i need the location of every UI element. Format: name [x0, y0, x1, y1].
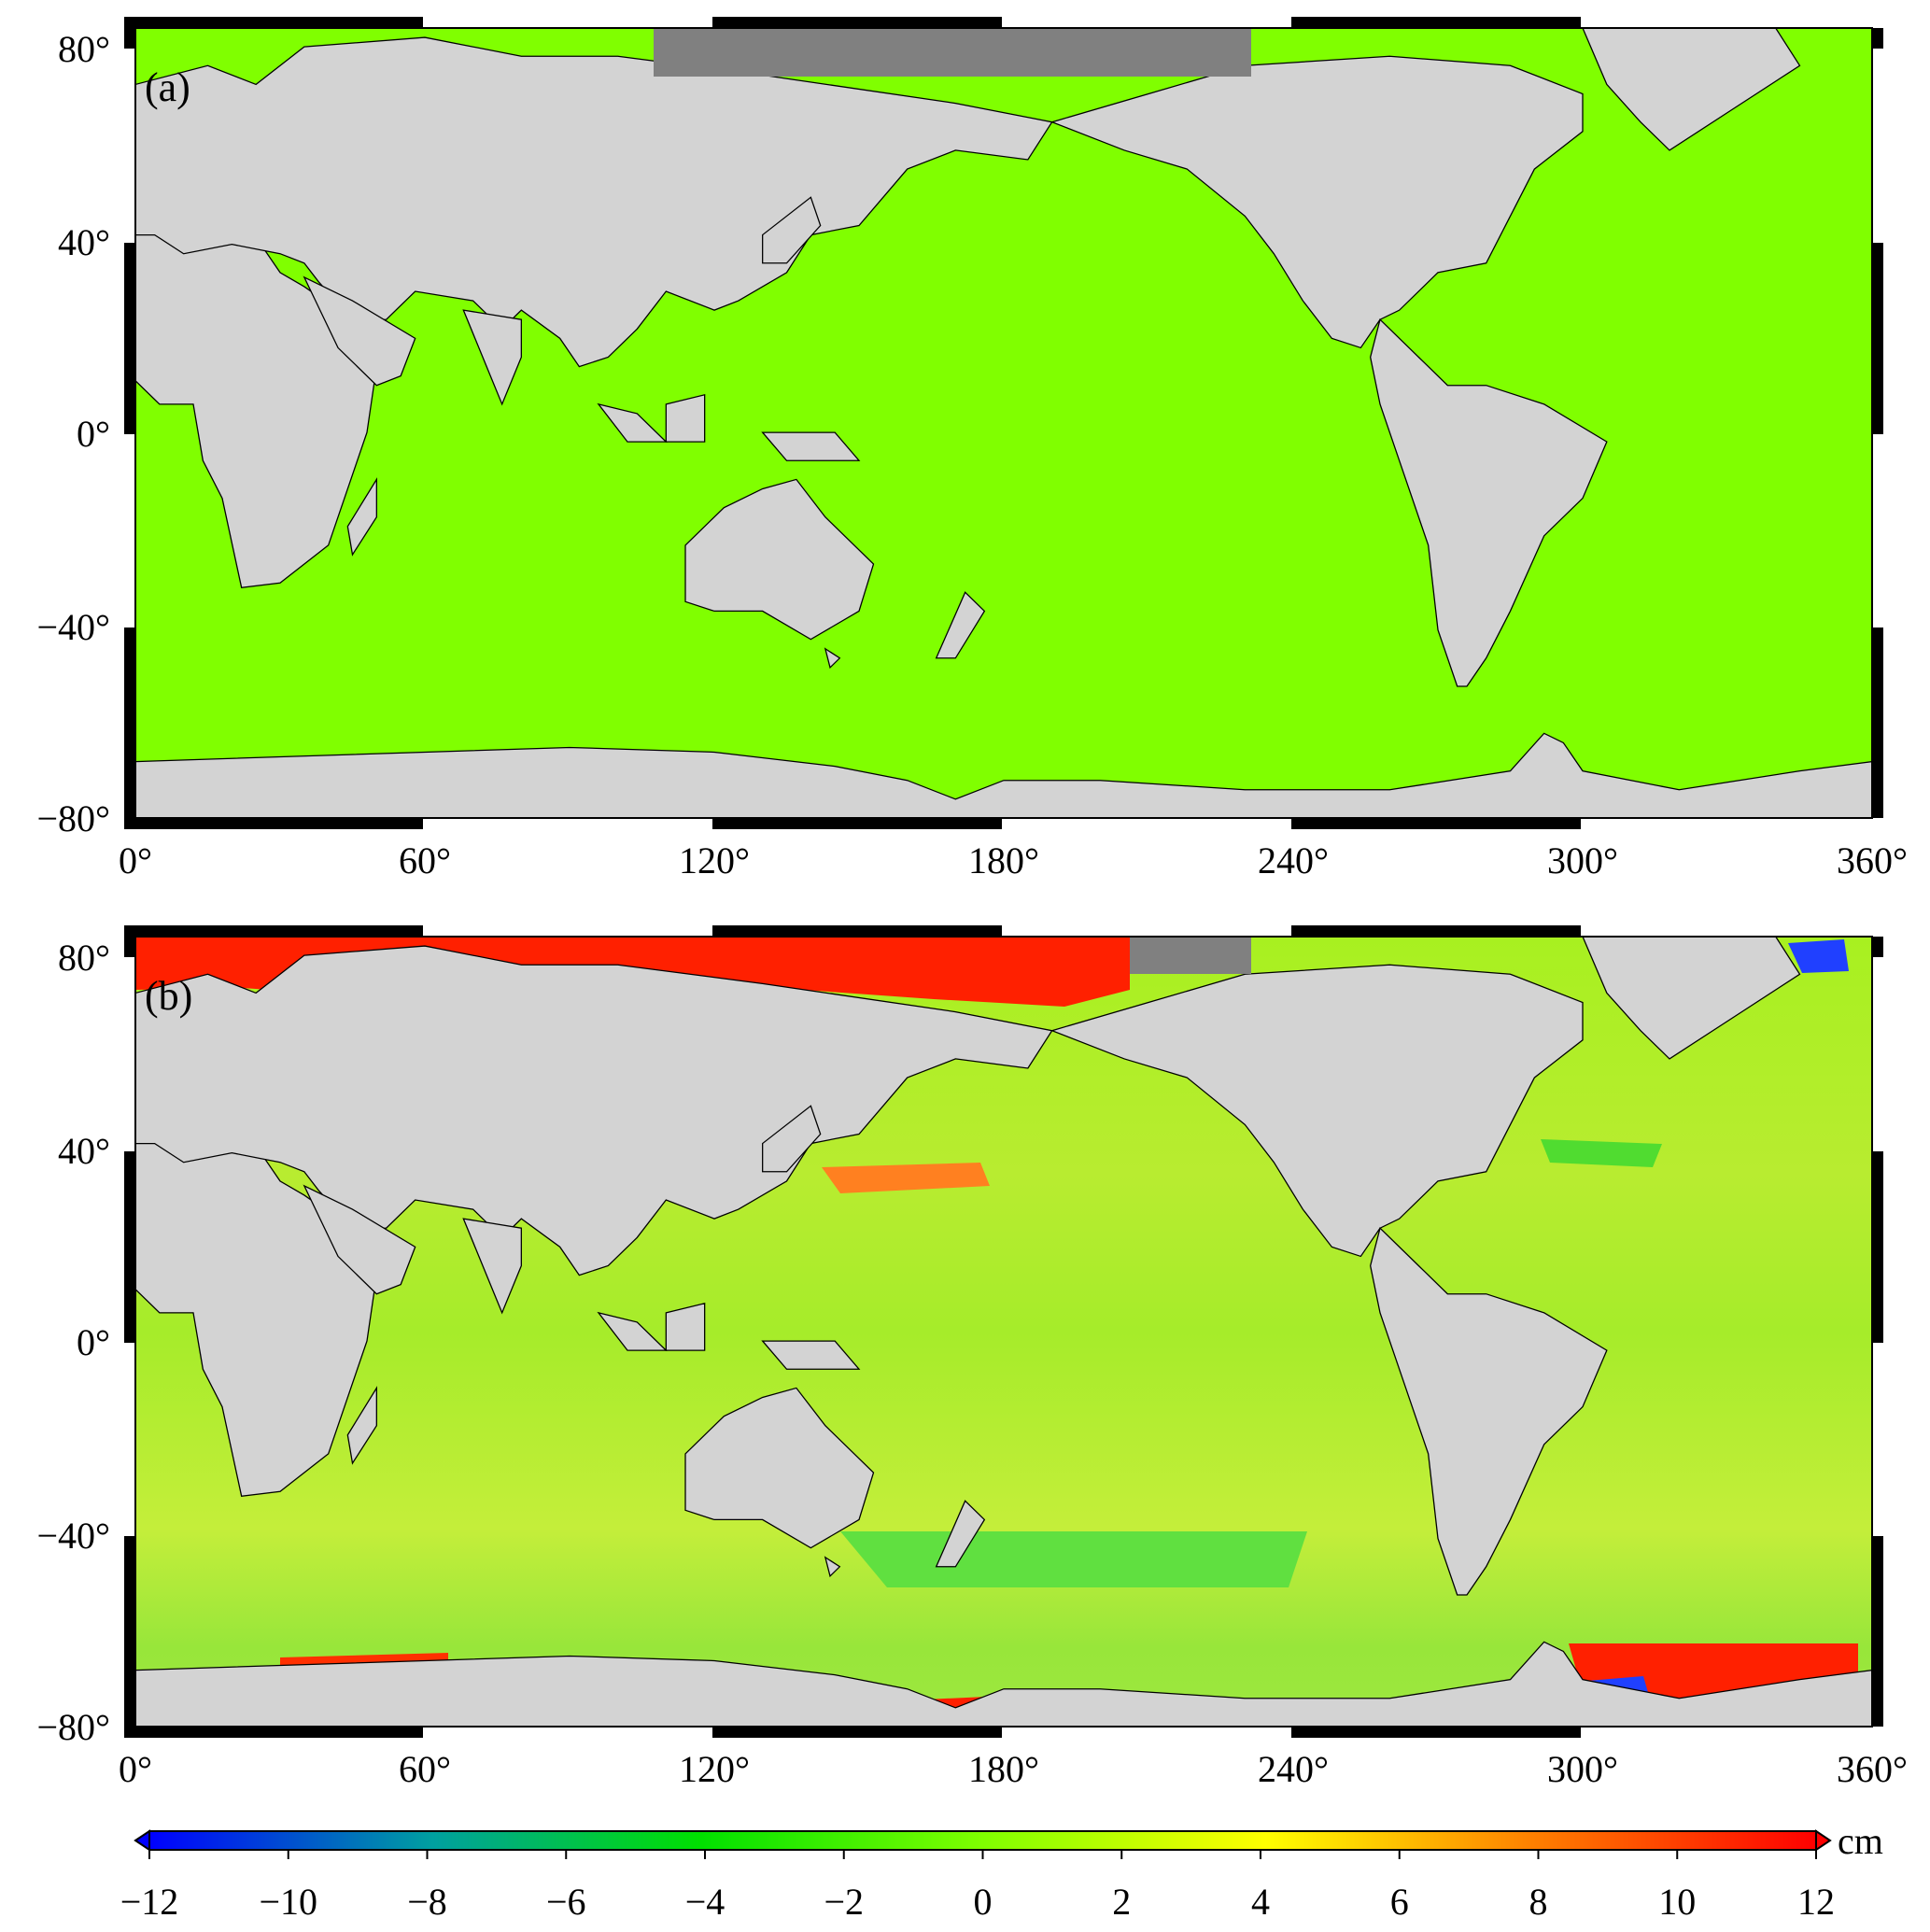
y-tick-label: 0°	[77, 1321, 110, 1363]
colorbar-tick-label: 10	[1658, 1881, 1696, 1923]
colorbar-tick-label: −6	[546, 1881, 586, 1923]
panel-b-label: (b)	[145, 973, 192, 1019]
x-tick-label: 180°	[968, 839, 1039, 881]
y-tick-label: 80°	[58, 937, 110, 979]
y-tick-label: 40°	[58, 1130, 110, 1172]
colorbar-tick-label: 12	[1797, 1881, 1835, 1923]
map-b-xlabels: 0° 60° 120° 180° 240° 300° 360°	[119, 1748, 1908, 1790]
colorbar-tick-label: −12	[120, 1881, 179, 1923]
x-tick-label: 60°	[399, 1748, 451, 1790]
x-tick-label: 300°	[1547, 839, 1618, 881]
colorbar-unit: cm	[1838, 1820, 1883, 1862]
y-tick-label: 40°	[58, 221, 110, 263]
panel-a-label: (a)	[145, 64, 190, 110]
x-tick-label: 180°	[968, 1748, 1039, 1790]
colorbar-left-arrow	[134, 1829, 150, 1852]
y-tick-label: −40°	[36, 1515, 110, 1557]
colorbar: cm −12 −10 −8 −6 −4 −2 0 2 4 6 8 10 12	[120, 1820, 1883, 1923]
x-tick-label: 240°	[1258, 1748, 1329, 1790]
colorbar-tick-label: 0	[974, 1881, 993, 1923]
kuroshio-anomaly	[822, 1163, 990, 1193]
map-b-ylabels: 80° 40° 0° −40° −80°	[36, 937, 110, 1748]
map-a-xlabels: 0° 60° 120° 180° 240° 300° 360°	[119, 839, 1908, 881]
colorbar-bar	[148, 1830, 1817, 1851]
map-b-checker	[124, 925, 1883, 1738]
colorbar-tick-label: −2	[824, 1881, 864, 1923]
x-tick-label: 120°	[679, 1748, 750, 1790]
x-tick-label: 300°	[1547, 1748, 1618, 1790]
gulfstream-low	[1541, 1139, 1662, 1167]
map-b-arctic-nodata	[1130, 937, 1251, 974]
map-a-ylabels: 80° 40° 0° −40° −80°	[36, 28, 110, 839]
panel-a: (a) 80° 40° 0° −40° −80° 0° 60° 120° 180…	[36, 17, 1908, 881]
y-tick-label: 0°	[77, 413, 110, 455]
colorbar-tick-label: 4	[1251, 1881, 1270, 1923]
y-tick-label: −80°	[36, 1706, 110, 1748]
x-tick-label: 0°	[119, 839, 152, 881]
map-a-arctic-nodata	[654, 28, 1251, 77]
colorbar-tick-label: 8	[1529, 1881, 1548, 1923]
colorbar-tick-label: 2	[1112, 1881, 1131, 1923]
x-tick-label: 360°	[1837, 1748, 1908, 1790]
x-tick-label: 240°	[1258, 839, 1329, 881]
x-tick-label: 0°	[119, 1748, 152, 1790]
colorbar-tick-label: −4	[685, 1881, 726, 1923]
colorbar-tick-label: 6	[1390, 1881, 1409, 1923]
y-tick-label: −40°	[36, 606, 110, 648]
y-tick-label: −80°	[36, 797, 110, 839]
colorbar-right-arrow	[1815, 1829, 1832, 1852]
x-tick-label: 360°	[1837, 839, 1908, 881]
panel-b: (b) 80° 40° 0° −40° −80° 0° 60° 120° 180…	[36, 925, 1908, 1790]
colorbar-ticks: −12 −10 −8 −6 −4 −2 0 2 4 6 8 10 12	[120, 1850, 1835, 1923]
map-a-checker	[124, 17, 1883, 829]
southern-ocean-low	[840, 1531, 1307, 1587]
greenland-low	[1788, 939, 1849, 973]
x-tick-label: 60°	[399, 839, 451, 881]
colorbar-tick-label: −8	[407, 1881, 447, 1923]
y-tick-label: 80°	[58, 28, 110, 70]
x-tick-label: 120°	[679, 839, 750, 881]
colorbar-tick-label: −10	[259, 1881, 317, 1923]
